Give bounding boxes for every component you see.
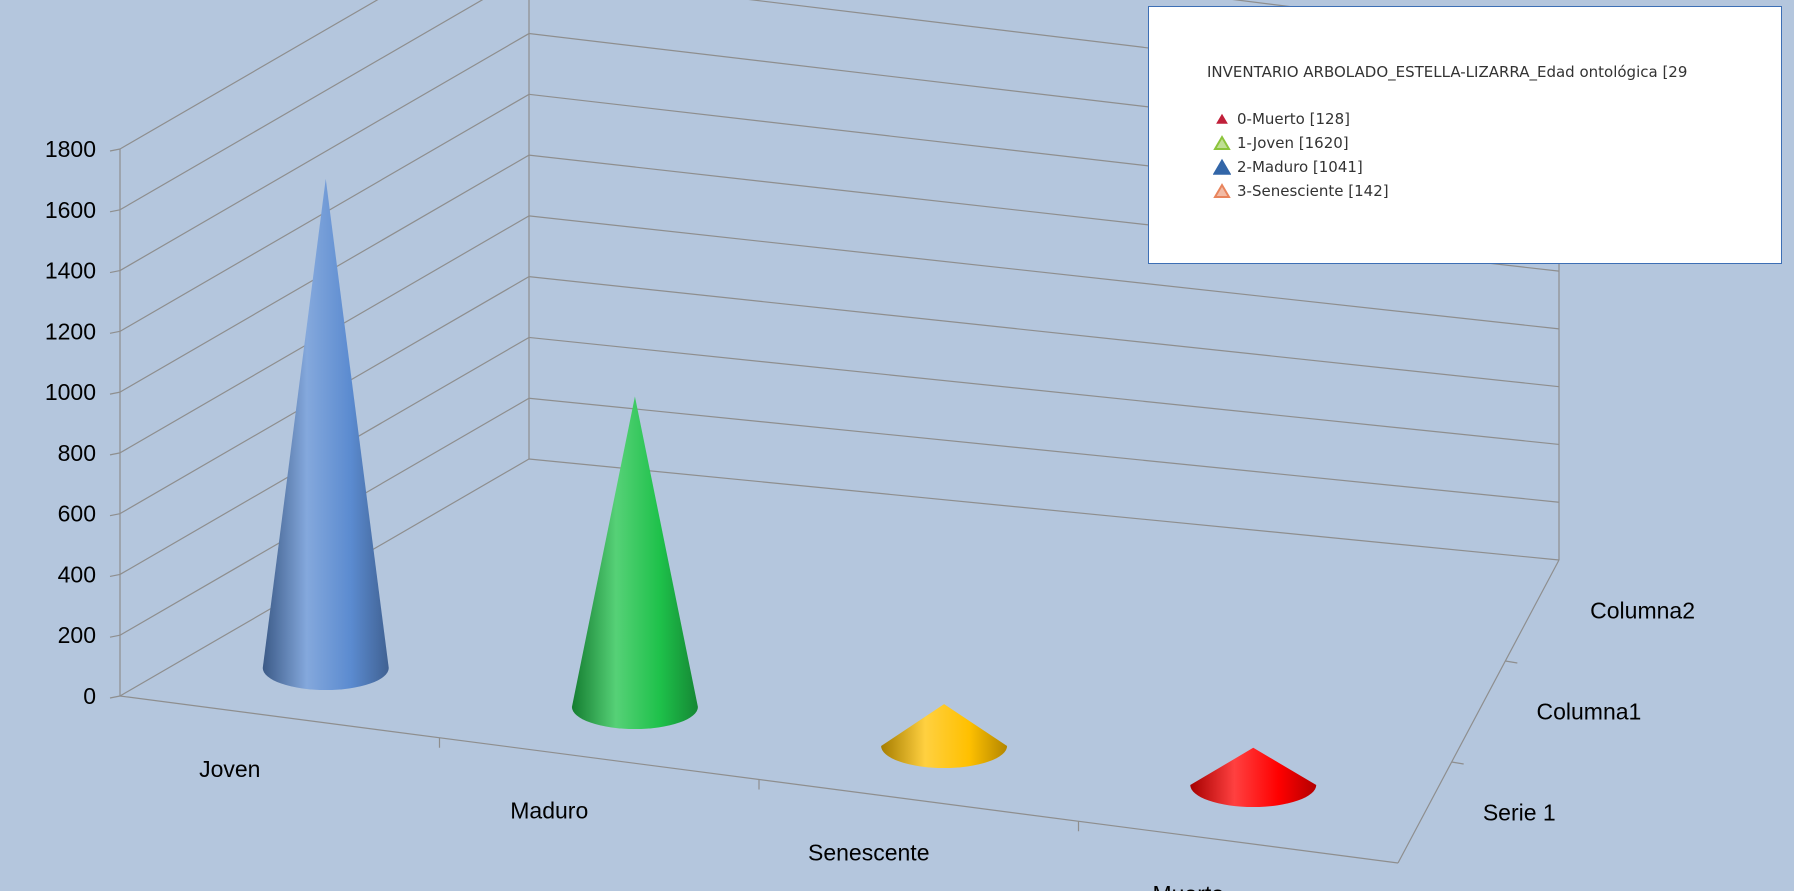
y-tick (109, 513, 121, 517)
x-tick-label: Senescente (808, 839, 929, 865)
y-tick (109, 634, 121, 638)
y-tick-label: 1000 (45, 379, 96, 405)
y-tick-label: 1200 (45, 318, 96, 344)
legend: INVENTARIO ARBOLADO_ESTELLA-LIZARRA_Edad… (1148, 6, 1782, 264)
y-tick-label: 0 (83, 683, 96, 709)
z-tick (1505, 660, 1518, 664)
z-tick (1451, 761, 1464, 765)
y-tick-label: 1800 (45, 136, 96, 162)
x-tick-label: Muerto (1152, 881, 1224, 891)
legend-item: 0-Muerto [128] (1213, 110, 1350, 128)
legend-item: 2-Maduro [1041] (1213, 158, 1363, 176)
y-tick (109, 391, 121, 395)
x-tick-label: Maduro (510, 798, 588, 824)
gridline (119, 0, 1560, 150)
legend-item-label: 0-Muerto [128] (1237, 110, 1350, 128)
cones (262, 178, 1317, 808)
y-tick (109, 269, 121, 274)
legend-item-label: 3-Senesciente [142] (1237, 182, 1389, 200)
y-tick-label: 400 (58, 561, 96, 587)
cone-joven (262, 178, 389, 691)
y-tick-label: 1400 (45, 258, 96, 284)
cone-muerto (1190, 747, 1317, 808)
triangle-marker-icon (1213, 135, 1231, 150)
z-tick-label: Columna1 (1537, 699, 1642, 725)
y-tick (109, 695, 121, 699)
y-tick (109, 573, 121, 578)
y-tick-label: 800 (58, 440, 96, 466)
cone-senescente (881, 704, 1008, 768)
y-tick-label: 600 (58, 501, 96, 527)
triangle-marker-icon (1213, 183, 1231, 198)
legend-item: 3-Senesciente [142] (1213, 182, 1389, 200)
z-tick-label: Serie 1 (1483, 800, 1556, 826)
legend-item-label: 2-Maduro [1041] (1237, 158, 1363, 176)
x-tick-label: Joven (199, 756, 260, 782)
y-tick (109, 209, 121, 213)
y-tick (109, 148, 121, 152)
legend-title: INVENTARIO ARBOLADO_ESTELLA-LIZARRA_Edad… (1207, 63, 1688, 81)
axes: 0 200 400 600 800 1000 1200 1400 1600 1800 Joven Ma… (45, 136, 1695, 891)
legend-item-label: 1-Joven [1620] (1237, 134, 1349, 152)
y-tick-label: 1600 (45, 197, 96, 223)
cone-maduro (571, 396, 698, 729)
floor-edge (1397, 559, 1560, 864)
y-tick (109, 452, 121, 456)
y-tick-label: 200 (58, 622, 96, 648)
y-tick (109, 330, 121, 334)
z-tick-label: Columna2 (1590, 598, 1695, 624)
triangle-marker-icon (1213, 158, 1231, 175)
triangle-marker-icon (1216, 113, 1228, 124)
legend-item: 1-Joven [1620] (1213, 134, 1349, 152)
